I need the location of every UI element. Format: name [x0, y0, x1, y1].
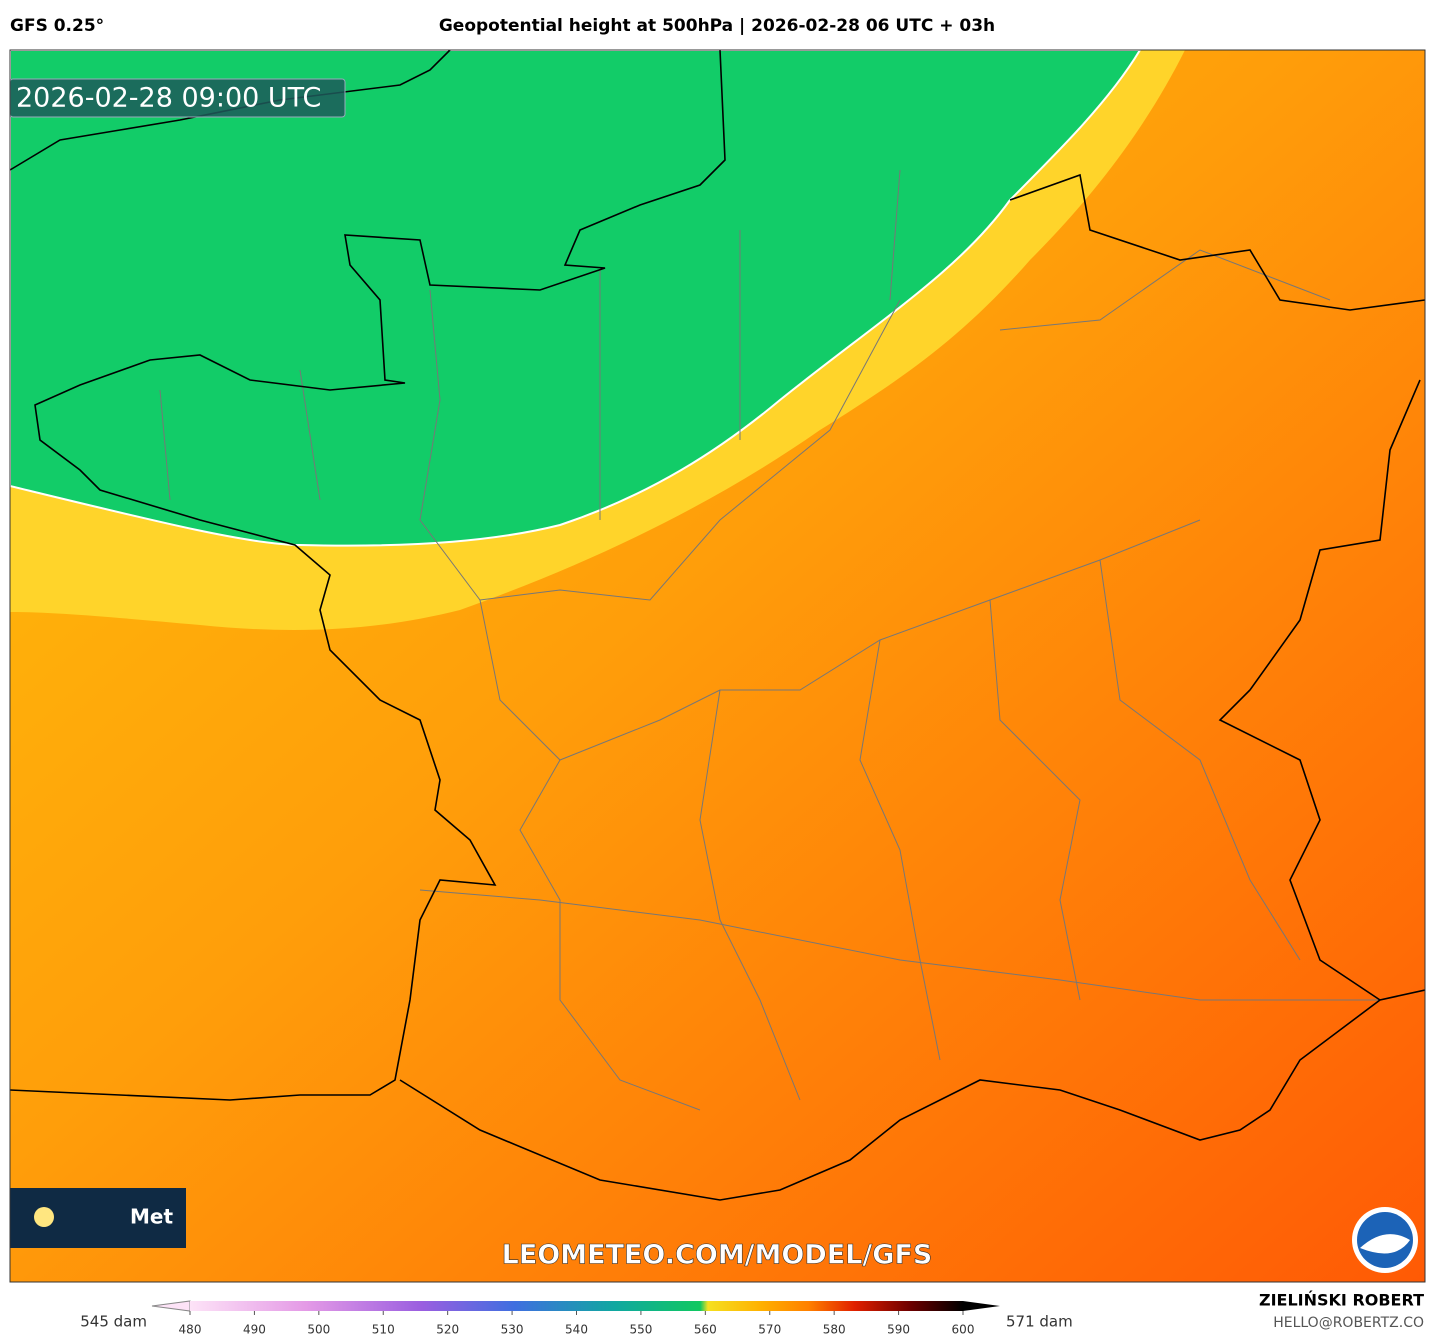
field-yellow — [10, 50, 1185, 630]
colorbar-tick-label: 560 — [694, 1323, 717, 1337]
logo-sun — [34, 1207, 54, 1227]
email: HELLO@ROBERTZ.CO — [1273, 1315, 1424, 1331]
valid-time-box — [10, 78, 346, 118]
model-label: GFS 0.25° — [10, 16, 104, 36]
field-green — [10, 50, 1142, 547]
colorbar-tick-label: 580 — [823, 1323, 846, 1337]
logo-text: Met — [130, 1205, 173, 1229]
coastlines — [10, 50, 1425, 1201]
author: ZIELIŃSKI ROBERT — [1259, 1291, 1424, 1310]
colorbar-tick-label: 530 — [501, 1323, 524, 1337]
colorbar — [190, 1301, 963, 1311]
legend-min: 545 dam — [80, 1313, 147, 1331]
colorbar-high-arrow — [963, 1301, 1000, 1311]
department-borders — [159, 169, 1380, 1111]
colorbar-tick-label: 590 — [887, 1323, 910, 1337]
colorbar-tick-label: 490 — [243, 1323, 266, 1337]
legend-max: 571 dam — [1006, 1313, 1073, 1331]
colorbar-tick-label: 520 — [436, 1323, 459, 1337]
colorbar-tick-label: 500 — [307, 1323, 330, 1337]
colorbar-tick-label: 540 — [565, 1323, 588, 1337]
map: 2026-02-28 09:00 UTC Met LEOMETEO.COM/MO… — [10, 50, 1425, 1282]
map-title: Geopotential height at 500hPa | 2026-02-… — [439, 16, 995, 36]
colorbar-tick-label: 510 — [372, 1323, 395, 1337]
noaa-gull — [1360, 1234, 1410, 1254]
colorbar-tick-label: 550 — [629, 1323, 652, 1337]
map-frame — [9, 49, 1426, 1283]
colorbar-tick-label: 570 — [758, 1323, 781, 1337]
colorbar-ticks: 480 490 500 510 520 530 540 550 560 570 580 590 600 — [179, 1311, 975, 1337]
valid-time: 2026-02-28 09:00 UTC — [16, 83, 321, 114]
colorbar-low-arrow — [151, 1300, 191, 1312]
watermark: LEOMETEO.COM/MODEL/GFS — [502, 1240, 933, 1271]
colorbar-tick-label: 480 — [179, 1323, 202, 1337]
colorbar-tick-label: 600 — [952, 1323, 975, 1337]
